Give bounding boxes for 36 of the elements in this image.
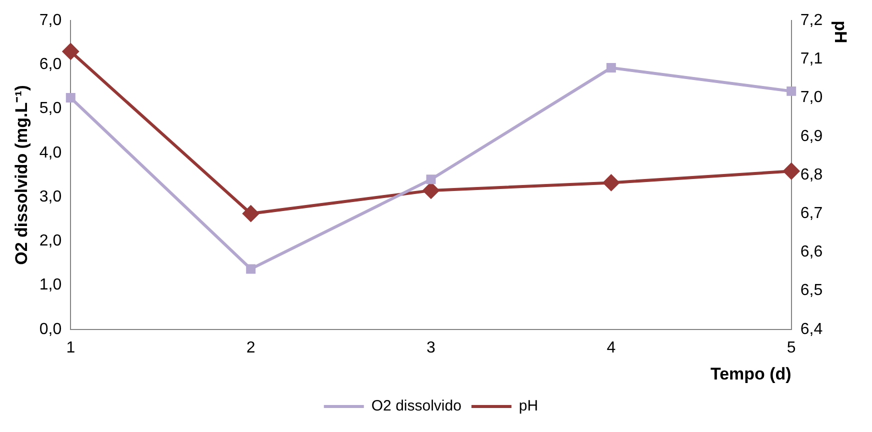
y-tick-label: 2,0 <box>39 232 62 250</box>
y2-tick-label: 7,2 <box>800 12 823 30</box>
y-tick-label: 1,0 <box>39 276 62 294</box>
y2-axis-title: pH <box>831 20 850 44</box>
point <box>602 174 620 192</box>
y-tick-label: 3,0 <box>39 188 62 206</box>
point <box>786 86 796 96</box>
x-tick-label: 3 <box>426 339 436 356</box>
y-tick-label: 0,0 <box>39 320 62 338</box>
y-tick-label: 7,0 <box>39 12 62 30</box>
y-axis-title: O2 dissolvido (mg.L⁻¹) <box>12 85 31 265</box>
legend-label: O2 dissolvido <box>371 398 462 415</box>
point <box>242 205 260 222</box>
legend-label: pH <box>518 398 538 415</box>
x-tick-label: 5 <box>786 339 796 356</box>
point <box>426 174 436 184</box>
y2-tick-label: 6,6 <box>800 244 823 261</box>
y-tick-label: 4,0 <box>39 144 62 162</box>
y2-tick-label: 6,4 <box>800 320 823 338</box>
y-tick-label: 6,0 <box>39 56 62 74</box>
point <box>246 264 256 274</box>
y2-tick-label: 6,5 <box>800 282 823 300</box>
x-tick-label: 1 <box>66 339 76 356</box>
y2-tick-label: 6,9 <box>800 128 823 145</box>
y-tick-label: 5,0 <box>39 100 62 118</box>
y2-tick-label: 7,1 <box>800 50 823 68</box>
point <box>606 63 616 73</box>
y2-tick-label: 6,7 <box>800 205 823 222</box>
point <box>62 42 80 60</box>
x-tick-label: 4 <box>606 339 616 356</box>
point <box>66 93 76 103</box>
point <box>782 162 800 180</box>
x-axis-title: Tempo (d) <box>710 364 792 384</box>
y2-tick-label: 7,0 <box>800 89 823 106</box>
x-tick-label: 2 <box>246 339 256 356</box>
y2-tick-label: 6,8 <box>800 166 823 184</box>
